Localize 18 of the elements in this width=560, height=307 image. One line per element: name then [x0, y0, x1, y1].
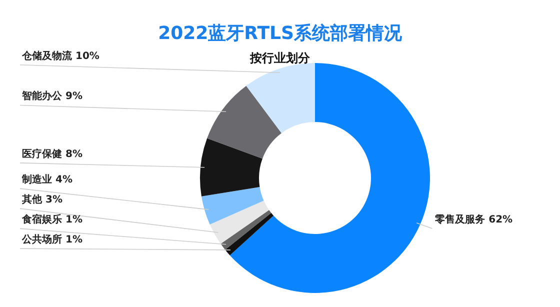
donut-slice: [225, 212, 274, 256]
slice-label: 其他 3%: [21, 194, 62, 206]
slice-label: 食宿娱乐 1%: [21, 214, 82, 226]
donut-slice: [230, 63, 430, 293]
chart-subtitle: 按行业划分: [249, 51, 311, 65]
donut-slice: [201, 186, 264, 225]
donut-slice: [200, 138, 262, 196]
chart-title: 2022蓝牙RTLS系统部署情况: [158, 23, 403, 44]
slice-label: 零售及服务 62%: [434, 214, 513, 226]
slice-label: 智能办公 9%: [21, 90, 82, 102]
slice-label: 公共场所 1%: [21, 234, 82, 246]
slice-label: 医疗保健 8%: [22, 148, 82, 160]
donut-slice: [210, 200, 270, 244]
slice-label: 仓储及物流 10%: [21, 50, 100, 62]
donut-slice: [207, 86, 282, 159]
donut-slice: [246, 63, 315, 134]
slice-label: 制造业 4%: [21, 174, 72, 186]
donut-slice: [220, 210, 272, 250]
